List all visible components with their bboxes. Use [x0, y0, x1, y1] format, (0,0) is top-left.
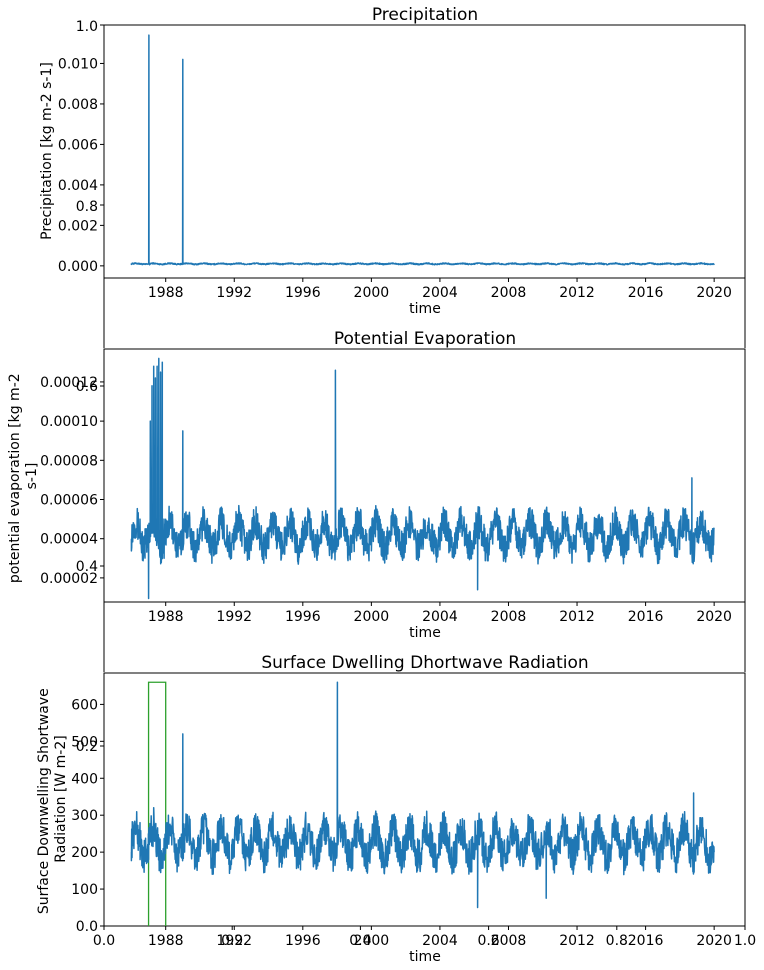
x-tick-label: 2020: [696, 285, 732, 301]
radiation-ylabel: Surface Downwelling Shortwave Radiation …: [36, 684, 69, 914]
radiation-x-ticks: 1988 1992 1996 2000 2004 2008 2012 2016 2020: [148, 926, 732, 949]
y-tick-label: 0.00012: [40, 375, 98, 391]
y-tick-label: 0.008: [58, 97, 98, 113]
precipitation-line: [130, 34, 715, 266]
precipitation-x-ticks: 1988 1992 1996 2000 2004 2008 2012 2016 2020: [148, 278, 732, 301]
y-tick-label: 0.00002: [40, 571, 98, 587]
y-tick-label: 300: [71, 808, 98, 824]
x-tick-label: 2016: [628, 285, 664, 301]
overlay-x-tick-label: 0.4: [349, 933, 371, 949]
radiation-ylabel-line: Radiation [W m-2]: [53, 735, 69, 862]
x-tick-label: 2020: [696, 933, 732, 949]
overlay-x-tick-label: 0.0: [93, 933, 115, 949]
evaporation-title: Potential Evaporation: [334, 329, 516, 349]
x-tick-label: 2008: [491, 933, 527, 949]
radiation-ylabel-line: Surface Downwelling Shortwave: [36, 688, 52, 914]
radiation-line: [130, 681, 715, 909]
radiation-panel: Surface Dwelling Dhortwave Radiation 0.2…: [36, 653, 756, 965]
x-tick-label: 2004: [422, 933, 458, 949]
y-tick-label: 0.00004: [40, 532, 98, 548]
x-tick-label: 1992: [216, 609, 252, 625]
precipitation-panel: Precipitation 0.8 1.0 0.0000.0020.0040.0…: [39, 5, 746, 348]
x-tick-label: 2008: [491, 285, 527, 301]
radiation-overlay-axes: 0.2 0.0 0.2 0.4 0.6 0.8 1.0: [76, 739, 756, 949]
x-tick-label: 2012: [559, 609, 595, 625]
radiation-overlay-step: [147, 681, 167, 926]
evaporation-ylabel-line: s-1]: [24, 463, 40, 490]
evaporation-xlabel: time: [409, 625, 441, 641]
x-tick-label: 2000: [354, 609, 390, 625]
y-tick-label: 400: [71, 771, 98, 787]
precipitation-ylabel: Precipitation [kg m-2 s-1]: [39, 62, 55, 240]
y-tick-label: 0.010: [58, 56, 98, 72]
radiation-overlay-ytick-label: 0.2: [76, 739, 98, 755]
precipitation-overlay-ytick-label: 0.8: [76, 199, 98, 215]
y-tick-label: 0.002: [58, 218, 98, 234]
radiation-axes-frame: [103, 672, 746, 927]
y-tick-label: 0.000: [58, 259, 98, 275]
precipitation-overlay-axes: 0.8 1.0: [76, 19, 746, 348]
x-tick-label: 2000: [354, 285, 390, 301]
x-tick-label: 2012: [559, 933, 595, 949]
y-tick-label: 0.00006: [40, 493, 98, 509]
x-tick-label: 1988: [148, 933, 184, 949]
precipitation-xlabel: time: [409, 301, 441, 317]
evaporation-overlay-axes: 0.4 0.6: [76, 379, 746, 672]
evaporation-ylabel-line: potential evaporation [kg m-2: [7, 373, 23, 583]
x-tick-label: 2012: [559, 285, 595, 301]
evaporation-y-ticks: 0.00002 0.00004 0.00006 0.00008 0.00010 0.000…: [40, 375, 104, 587]
radiation-y-ticks: 0.0 100 200 300 400 500 600: [71, 697, 104, 935]
radiation-xlabel: time: [409, 949, 441, 965]
overlay-x-tick-label: 0.6: [477, 933, 499, 949]
precipitation-overlay-ytick-label: 1.0: [76, 19, 98, 35]
y-tick-label: 0.0: [76, 919, 98, 935]
x-tick-label: 2004: [422, 285, 458, 301]
y-tick-label: 200: [71, 845, 98, 861]
overlay-x-tick-label: 1.0: [734, 933, 756, 949]
x-tick-label: 1996: [285, 609, 321, 625]
y-tick-label: 0.004: [58, 178, 98, 194]
evaporation-ylabel: potential evaporation [kg m-2 s-1]: [7, 369, 40, 583]
evaporation-panel: Potential Evaporation 0.4 0.6 0.000020.0…: [7, 329, 746, 672]
x-tick-label: 1992: [216, 933, 252, 949]
series-line: [130, 34, 715, 266]
precipitation-title: Precipitation: [372, 5, 478, 25]
radiation-overlay-x-ticks: 0.0 0.2 0.4 0.6 0.8 1.0: [93, 926, 756, 949]
x-tick-label: 1996: [285, 933, 321, 949]
x-tick-label: 1988: [148, 285, 184, 301]
x-tick-label: 1988: [148, 609, 184, 625]
evaporation-line: [130, 357, 715, 600]
y-tick-label: 500: [71, 734, 98, 750]
series-line: [130, 357, 715, 600]
y-tick-label: 600: [71, 697, 98, 713]
y-tick-label: 0.006: [58, 137, 98, 153]
evaporation-axes-frame: [103, 348, 746, 603]
evaporation-x-ticks: 1988 1992 1996 2000 2004 2008 2012 2016 2020: [148, 602, 732, 625]
y-tick-label: 0.00010: [40, 414, 98, 430]
overlay-step-line: [147, 681, 167, 926]
x-tick-label: 2000: [354, 933, 390, 949]
x-tick-label: 1992: [216, 285, 252, 301]
y-tick-label: 0.00008: [40, 453, 98, 469]
x-tick-label: 2008: [491, 609, 527, 625]
precipitation-axes-frame: [103, 24, 746, 279]
x-tick-label: 2020: [696, 609, 732, 625]
x-tick-label: 2004: [422, 609, 458, 625]
x-tick-label: 1996: [285, 285, 321, 301]
series-line: [130, 681, 715, 909]
precipitation-y-ticks: 0.000 0.002 0.004 0.006 0.008 0.010: [58, 56, 104, 275]
y-tick-label: 100: [71, 882, 98, 898]
x-tick-label: 2016: [628, 933, 664, 949]
evaporation-overlay-ytick-label: 0.6: [76, 379, 98, 395]
x-tick-label: 2016: [628, 609, 664, 625]
overlay-x-tick-label: 0.8: [606, 933, 628, 949]
radiation-title: Surface Dwelling Dhortwave Radiation: [261, 653, 588, 673]
overlay-x-tick-label: 0.2: [221, 933, 243, 949]
evaporation-overlay-ytick-label: 0.4: [76, 559, 98, 575]
